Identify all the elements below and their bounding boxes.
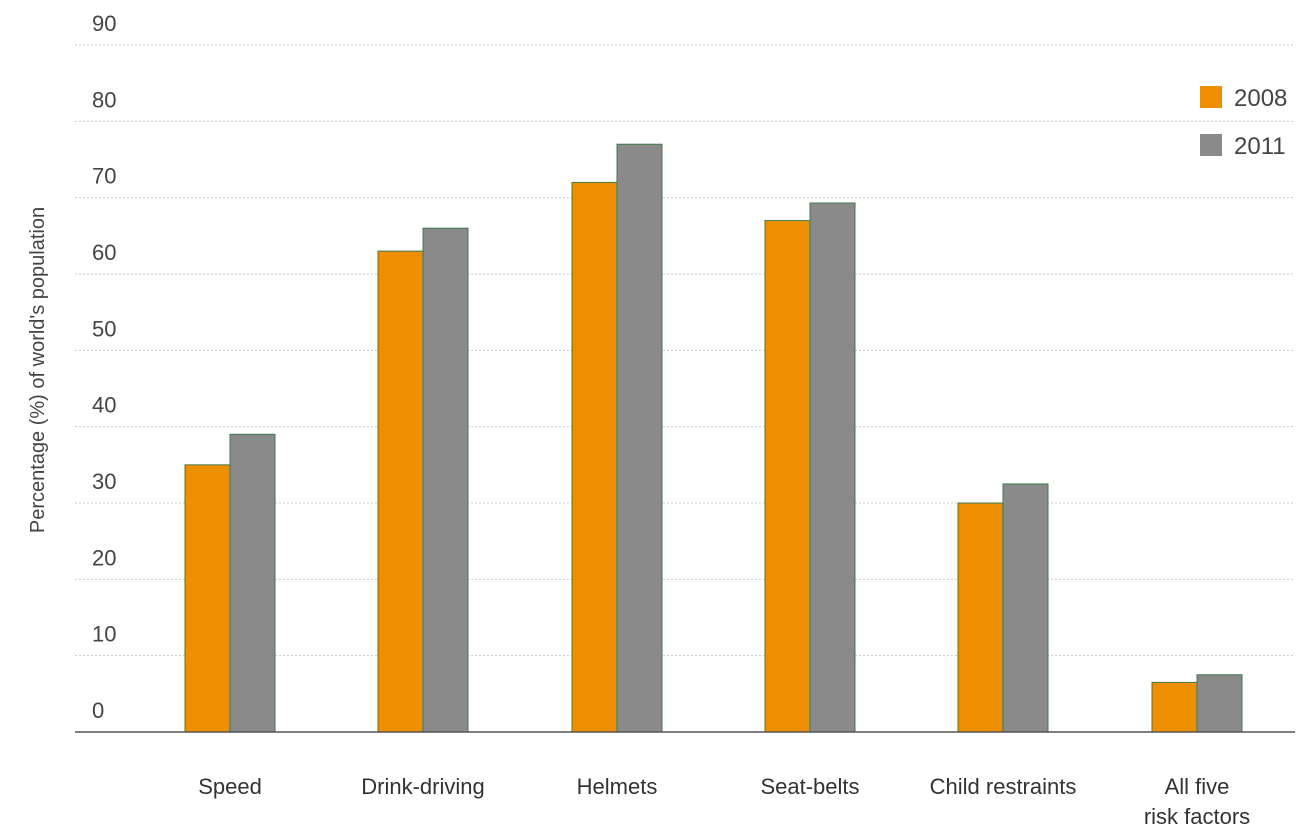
legend-swatch-2011 [1200,134,1222,156]
x-axis-categories: Speed Drink-driving Helmets Seat-belts Child… [198,774,1250,829]
legend-label-2008: 2008 [1234,85,1287,112]
bar-2011-4 [1002,483,1049,733]
bar-2008-2 [571,181,618,733]
bars [184,143,1243,733]
y-tick-label: 70 [92,164,116,189]
y-tick-label: 40 [92,393,116,418]
bar-2011-0 [229,433,276,733]
bar-2011-5 [1196,674,1243,733]
legend-swatch-2008 [1200,86,1222,108]
category-label: Speed [198,774,262,799]
category-label: risk factors [1144,804,1250,829]
bar-2011-2 [616,143,663,733]
y-tick-label: 20 [92,545,116,570]
legend: 2008 2011 [1200,85,1287,160]
y-tick-label: 60 [92,240,116,265]
y-tick-label: 0 [92,698,104,723]
bar-2008-3 [764,220,811,733]
y-tick-label: 30 [92,469,116,494]
category-label: Seat-belts [760,774,859,799]
y-axis-title: Percentage (%) of world's population [27,207,49,533]
bar-2008-0 [184,464,231,733]
category-label: All five [1165,774,1230,799]
category-label: Helmets [577,774,658,799]
bar-2011-3 [809,202,856,733]
bar-2008-5 [1151,681,1198,733]
y-tick-label: 90 [92,11,116,36]
y-tick-label: 10 [92,622,116,647]
bar-2011-1 [422,227,469,733]
category-label: Child restraints [930,774,1077,799]
gridlines [75,44,1295,657]
legend-label-2011: 2011 [1234,133,1286,160]
y-tick-label: 50 [92,316,116,341]
y-tick-label: 80 [92,87,116,112]
bar-2008-1 [377,250,424,733]
category-label: Drink-driving [361,774,484,799]
bar-2008-4 [957,502,1004,733]
y-axis-ticks: 0 10 20 30 40 50 60 70 80 90 [92,11,116,723]
